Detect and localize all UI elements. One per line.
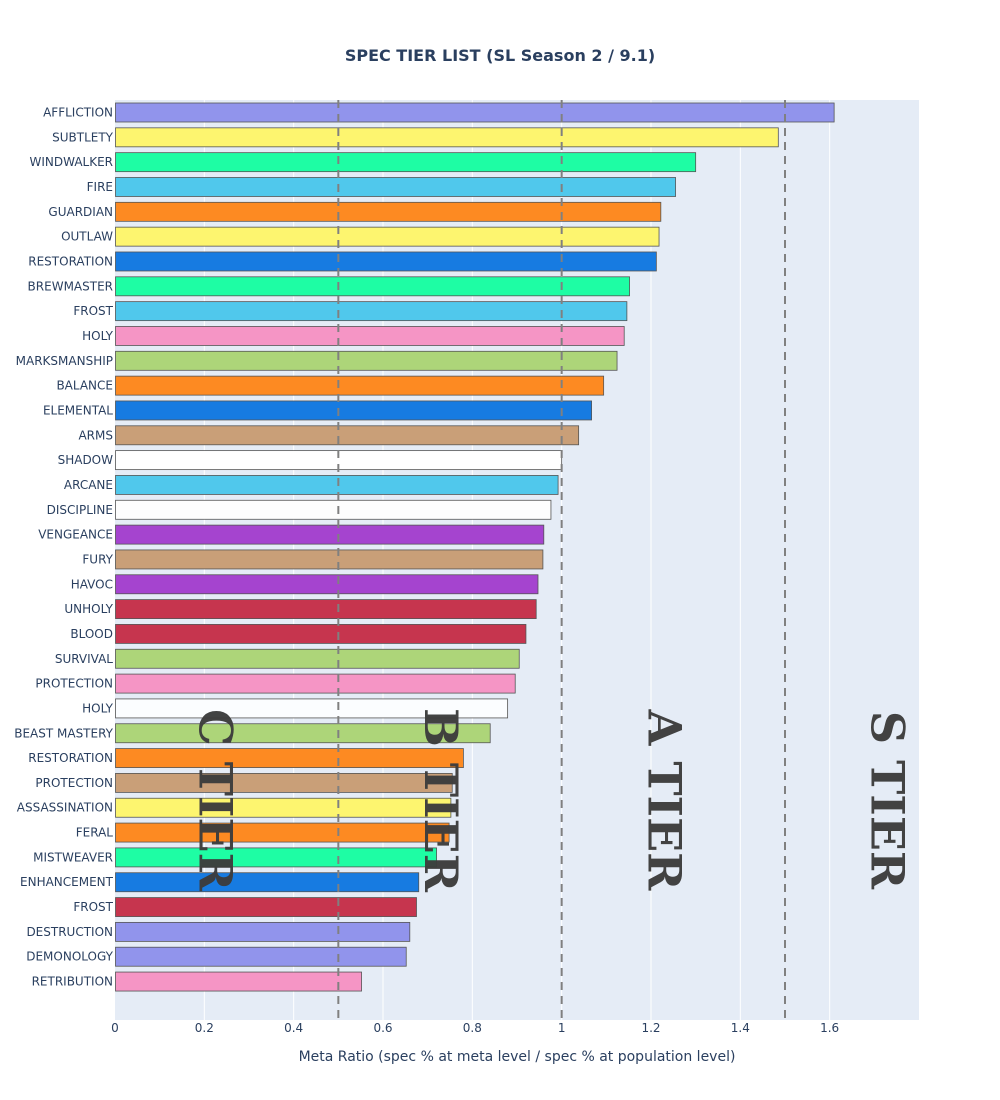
bar: [115, 475, 559, 495]
bar: [115, 375, 605, 396]
category-label: RESTORATION: [28, 751, 113, 765]
category-label: RETRIBUTION: [32, 975, 113, 989]
x-tick-label: 0.8: [463, 1021, 482, 1035]
bar: [115, 822, 450, 843]
category-label: BEAST MASTERY: [14, 726, 113, 740]
bar: [115, 897, 417, 917]
x-tick-label: 0: [111, 1021, 119, 1035]
bar: [115, 127, 779, 148]
category-label: VENGEANCE: [38, 528, 113, 542]
bar: [115, 400, 592, 421]
bar: [115, 648, 520, 669]
bar: [115, 847, 438, 868]
bar: [115, 425, 580, 446]
x-tick-label: 1.2: [641, 1021, 660, 1035]
category-label: ENHANCEMENT: [20, 875, 114, 889]
category-label: MISTWEAVER: [33, 850, 113, 864]
tier-label: B TIER: [414, 708, 468, 893]
category-label: FURY: [82, 552, 113, 566]
x-tick-label: 1.6: [820, 1021, 839, 1035]
category-label: UNHOLY: [64, 602, 113, 616]
bar: [115, 797, 452, 818]
category-label: PROTECTION: [35, 677, 113, 691]
category-label: WINDWALKER: [29, 155, 113, 169]
category-label: FIRE: [87, 180, 113, 194]
bar: [115, 301, 628, 322]
bar: [115, 872, 420, 893]
category-label: FERAL: [76, 826, 114, 840]
category-label: DEMONOLOGY: [26, 950, 113, 964]
category-label: HOLY: [82, 329, 114, 343]
bar: [115, 673, 516, 694]
x-tick-labels: 0 0.2 0.4 0.6 0.8 1 1.2 1.4 1.6: [111, 1021, 839, 1035]
category-label: SHADOW: [58, 453, 114, 467]
category-label: GUARDIAN: [48, 205, 113, 219]
category-label: DISCIPLINE: [47, 503, 113, 517]
bar: [115, 499, 552, 520]
category-label: BREWMASTER: [28, 279, 113, 293]
bar: [115, 549, 544, 570]
bar: [115, 773, 453, 793]
bar: [115, 524, 545, 545]
bar: [115, 276, 630, 297]
bar: [115, 698, 509, 719]
category-label: RESTORATION: [28, 254, 113, 268]
bar: [115, 599, 537, 619]
bar: [115, 326, 625, 346]
category-label: DESTRUCTION: [26, 925, 113, 939]
category-label: HOLY: [82, 701, 114, 715]
bar: [115, 226, 660, 247]
bar: [115, 748, 464, 768]
bar: [115, 177, 676, 197]
bar: [115, 201, 662, 222]
bar: [115, 574, 539, 595]
bars: [115, 102, 835, 992]
category-label: AFFLICTION: [43, 106, 113, 120]
category-label: ARCANE: [64, 478, 113, 492]
category-label: OUTLAW: [61, 230, 113, 244]
category-labels: AFFLICTION SUBTLETY WINDWALKER FIRE GUARDIAN…: [14, 106, 113, 989]
bar: [115, 921, 411, 942]
bar: [115, 971, 362, 992]
x-tick-label: 0.2: [195, 1021, 214, 1035]
bar: [115, 624, 527, 644]
category-label: ASSASSINATION: [17, 801, 113, 815]
bar: [115, 102, 835, 123]
bar: [115, 350, 618, 371]
bar: [115, 152, 697, 173]
category-label: PROTECTION: [35, 776, 113, 790]
tier-labels: C TIER B TIER A TIER S TIER: [189, 708, 915, 893]
bar: [115, 946, 407, 967]
category-label: FROST: [73, 304, 113, 318]
x-tick-label: 0.4: [284, 1021, 303, 1035]
tier-label: A TIER: [637, 709, 691, 892]
x-tick-label: 0.6: [373, 1021, 392, 1035]
category-label: SUBTLETY: [52, 130, 114, 144]
category-label: SURVIVAL: [55, 652, 113, 666]
bar: [115, 723, 491, 744]
category-label: BALANCE: [56, 379, 113, 393]
category-label: ARMS: [78, 428, 113, 442]
x-axis-title: Meta Ratio (spec % at meta level / spec …: [299, 1049, 736, 1065]
tier-label: S TIER: [861, 711, 915, 890]
category-label: HAVOC: [71, 577, 113, 591]
category-label: BLOOD: [70, 627, 113, 641]
category-label: ELEMENTAL: [43, 403, 113, 417]
chart-title: SPEC TIER LIST (SL Season 2 / 9.1): [345, 46, 655, 65]
category-label: FROST: [73, 900, 113, 914]
tier-label: C TIER: [189, 709, 243, 891]
x-tick-label: 1: [558, 1021, 566, 1035]
x-tick-label: 1.4: [731, 1021, 750, 1035]
bar: [115, 251, 657, 272]
category-label: MARKSMANSHIP: [16, 354, 113, 368]
